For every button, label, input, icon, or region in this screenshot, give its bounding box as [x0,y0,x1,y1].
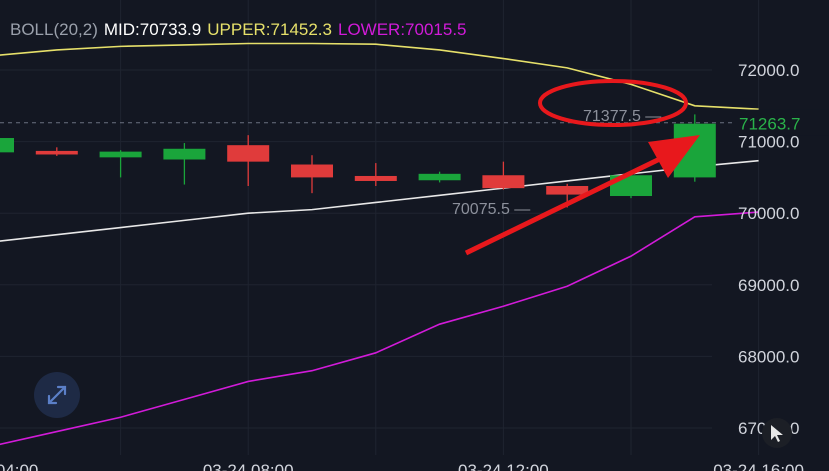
legend-mid-label: MID: [103,20,140,39]
y-tick-label: 72000.0 [738,61,799,80]
y-tick-label: 71000.0 [738,133,799,152]
x-tick-label: 03-24 04:00 [0,461,38,471]
candle-body [546,185,589,195]
last-price-tag-bg [733,109,829,136]
candle-body [0,138,14,153]
annotation-arrowhead [648,135,700,178]
boll-lower-line [0,211,759,446]
candle-body [163,148,206,160]
expand-arrows-icon [47,385,67,405]
legend-upper-value: 71452.3 [270,20,332,39]
candle-body [35,150,78,155]
y-tick-label: 68000.0 [738,347,799,366]
candle-body [354,175,397,181]
candle-body [482,175,525,189]
cursor-crosshair-icon [771,425,783,442]
candle-body [418,173,461,181]
candle-body [227,145,270,162]
legend-mid-value: 70733.9 [139,20,202,39]
boll-legend: BOLL(20,2) MID:70733.9 UPPER:71452.3 LOWER:… [10,20,473,40]
boll-upper-line [0,42,759,111]
legend-indicator-name: BOLL(20,2) [10,20,98,39]
legend-upper-label: UPPER: [207,20,271,39]
y-tick-label: 70000.0 [738,204,799,223]
low-price-annotation: 70075.5 — [452,201,530,218]
candle-body [99,151,142,158]
expand-chart-button[interactable] [34,372,80,418]
annotation-ellipse [538,79,688,127]
cursor-tool-button[interactable] [762,418,792,448]
legend-lower-label: LOWER: [337,20,406,39]
x-tick-label: 03-24 16:00 [713,461,804,471]
x-tick-label: 03-24 08:00 [203,461,294,471]
annotation-arrow-shaft [464,152,670,256]
x-tick-label: 03-24 12:00 [458,461,549,471]
last-price-tag: 71263.7 [739,115,800,134]
high-price-annotation: 71377.5 — [583,108,661,125]
candle-body [291,164,333,178]
y-tick-label: 69000.0 [738,276,799,295]
legend-lower-value: 70015.5 [405,20,467,39]
